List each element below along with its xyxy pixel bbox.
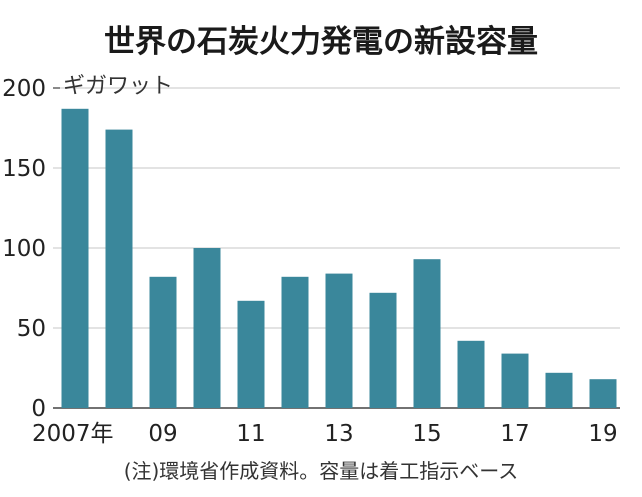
x-tick-label: 19: [588, 421, 617, 447]
bar-2009: [149, 276, 177, 408]
chart-title: 世界の石炭火力発電の新設容量: [104, 24, 538, 60]
bar-2018: [545, 372, 573, 408]
y-tick-label: 50: [17, 316, 46, 342]
y-tick-label: 0: [31, 396, 46, 422]
x-tick-label: 09: [148, 421, 177, 447]
bar-2008: [105, 129, 133, 408]
bar-2019: [589, 379, 617, 408]
bar-2013: [325, 273, 353, 408]
x-tick-label: 15: [412, 421, 441, 447]
y-axis-unit-label: ギガワット: [63, 74, 173, 99]
bar-2015: [413, 259, 441, 408]
y-tick-label: 150: [2, 156, 46, 182]
bar-2014: [369, 292, 397, 408]
x-tick-label: 17: [500, 421, 529, 447]
y-tick-label: 200: [2, 76, 46, 102]
x-tick-label: 13: [324, 421, 353, 447]
x-axis-ticks: 2007年 09 11 13 15 17 19: [32, 421, 618, 447]
y-tick-label: 100: [2, 236, 46, 262]
x-tick-label: 11: [236, 421, 265, 447]
source-note: (注)環境省作成資料。容量は着工指示ベース: [124, 459, 519, 483]
bars: [61, 108, 617, 409]
y-axis-ticks: 0 50 100 150 200: [2, 76, 46, 422]
bar-2007: [61, 108, 89, 409]
bar-2017: [501, 353, 529, 408]
bar-2010: [193, 248, 221, 408]
bar-2016: [457, 340, 485, 408]
bar-2011: [237, 300, 265, 408]
x-tick-label: 2007年: [32, 421, 114, 447]
bar-2012: [281, 276, 309, 408]
